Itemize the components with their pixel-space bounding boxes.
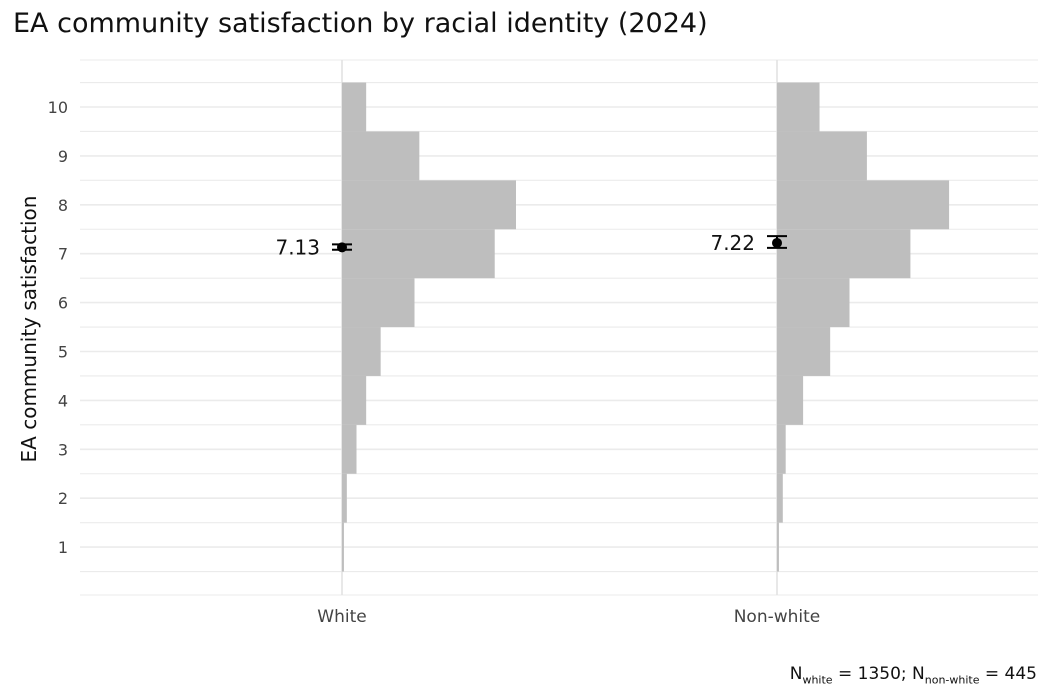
histogram-bar xyxy=(342,473,347,523)
x-tick-labels: White Non-white xyxy=(317,607,820,627)
n-nonwhite-value: = 445 xyxy=(979,664,1037,684)
histogram-bar xyxy=(342,424,357,474)
histogram-bar xyxy=(777,131,867,181)
histogram-bar xyxy=(342,522,344,572)
histogram-bar xyxy=(342,229,495,279)
histogram-bar xyxy=(342,375,367,425)
histogram-bar xyxy=(777,82,820,132)
n-label-2: N xyxy=(912,664,925,684)
histogram-bar xyxy=(777,327,831,376)
y-tick-label: 9 xyxy=(58,147,68,166)
histogram-bars xyxy=(342,82,950,572)
mean-label: 7.13 xyxy=(275,235,320,259)
y-tick-labels: 1 2 3 4 5 6 7 8 9 10 xyxy=(48,98,68,557)
y-tick-label: 1 xyxy=(58,538,68,557)
histogram-bar xyxy=(777,522,779,572)
histogram-bar xyxy=(777,278,850,328)
x-tick-label: Non-white xyxy=(734,607,821,627)
histogram-bar xyxy=(342,180,516,230)
mean-label: 7.22 xyxy=(710,231,755,255)
n-label: N xyxy=(789,664,803,684)
histogram-bar xyxy=(342,131,420,181)
histogram-bar xyxy=(777,424,786,474)
y-tick-label: 8 xyxy=(58,196,68,215)
mean-point xyxy=(772,237,782,248)
chart-title: EA community satisfaction by racial iden… xyxy=(13,8,708,39)
mean-point xyxy=(337,242,347,253)
y-tick-label: 5 xyxy=(58,343,68,362)
y-tick-label: 10 xyxy=(48,98,68,117)
n-white-subscript: white xyxy=(802,673,833,687)
plot-area: 7.13 7.22 1 2 3 4 5 6 7 8 9 10 White Non-white EA c… xyxy=(17,59,1038,627)
y-tick-label: 4 xyxy=(58,391,68,410)
sample-size-caption: Nwhite = 1350; Nnon-white = 445 xyxy=(790,664,1037,686)
histogram-bar xyxy=(342,278,415,328)
histogram-bar xyxy=(777,473,783,523)
y-axis-label: EA community satisfaction xyxy=(17,196,41,463)
histogram-bar xyxy=(777,375,804,425)
y-tick-label: 6 xyxy=(58,294,68,313)
histogram-bar xyxy=(777,180,950,230)
histogram-bar xyxy=(342,327,381,376)
n-white-value: = 1350; xyxy=(832,664,913,684)
grid-lines xyxy=(80,59,1038,596)
n-nonwhite-subscript: non-white xyxy=(924,673,980,687)
x-tick-label: White xyxy=(317,607,366,627)
y-tick-label: 3 xyxy=(58,440,68,459)
histogram-bar xyxy=(342,82,367,132)
y-tick-label: 7 xyxy=(58,245,68,264)
y-tick-label: 2 xyxy=(58,489,68,508)
mean-points: 7.13 7.22 xyxy=(275,231,787,259)
histogram-bar xyxy=(777,229,911,279)
